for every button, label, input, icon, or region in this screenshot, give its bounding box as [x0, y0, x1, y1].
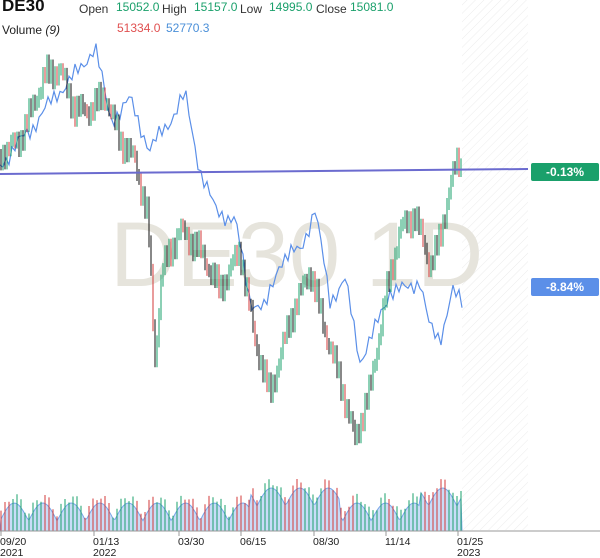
future-area — [462, 0, 528, 530]
symbol-title: DE30 — [2, 0, 45, 15]
open-label: Open — [79, 2, 109, 16]
compare-change-badge: -8.84% — [531, 278, 599, 296]
x-tick-label: 11/14 — [385, 536, 411, 548]
low-label: Low — [240, 2, 263, 16]
high-value: 15157.0 — [194, 0, 238, 14]
volume-value-a: 51334.0 — [117, 21, 161, 35]
x-tick-year: 2021 — [0, 547, 24, 558]
x-tick-year: 2022 — [93, 547, 117, 558]
high-label: High — [162, 2, 187, 16]
x-tick-label: 09/20 — [0, 536, 26, 548]
volume-label: Volume — [2, 23, 43, 37]
volume-histogram — [0, 479, 463, 532]
candles — [0, 54, 462, 446]
x-tick-label: 08/30 — [313, 536, 339, 548]
low-value: 14995.0 — [269, 0, 313, 14]
x-tick-label: 01/25 — [457, 536, 483, 548]
volume-period: (9) — [45, 23, 61, 37]
x-tick-label: 01/13 — [93, 536, 119, 548]
x-tick-label: 06/15 — [240, 536, 266, 548]
open-value: 15052.0 — [116, 0, 160, 14]
x-tick-label: 03/30 — [178, 536, 204, 548]
volume-title: Volume (9) — [2, 23, 60, 37]
x-tick-year: 2023 — [457, 547, 481, 558]
reference-line — [0, 168, 529, 175]
volume-value-b: 52770.3 — [166, 21, 210, 35]
close-label: Close — [316, 2, 347, 16]
price-change-badge: -0.13% — [531, 163, 599, 181]
close-value: 15081.0 — [350, 0, 394, 14]
